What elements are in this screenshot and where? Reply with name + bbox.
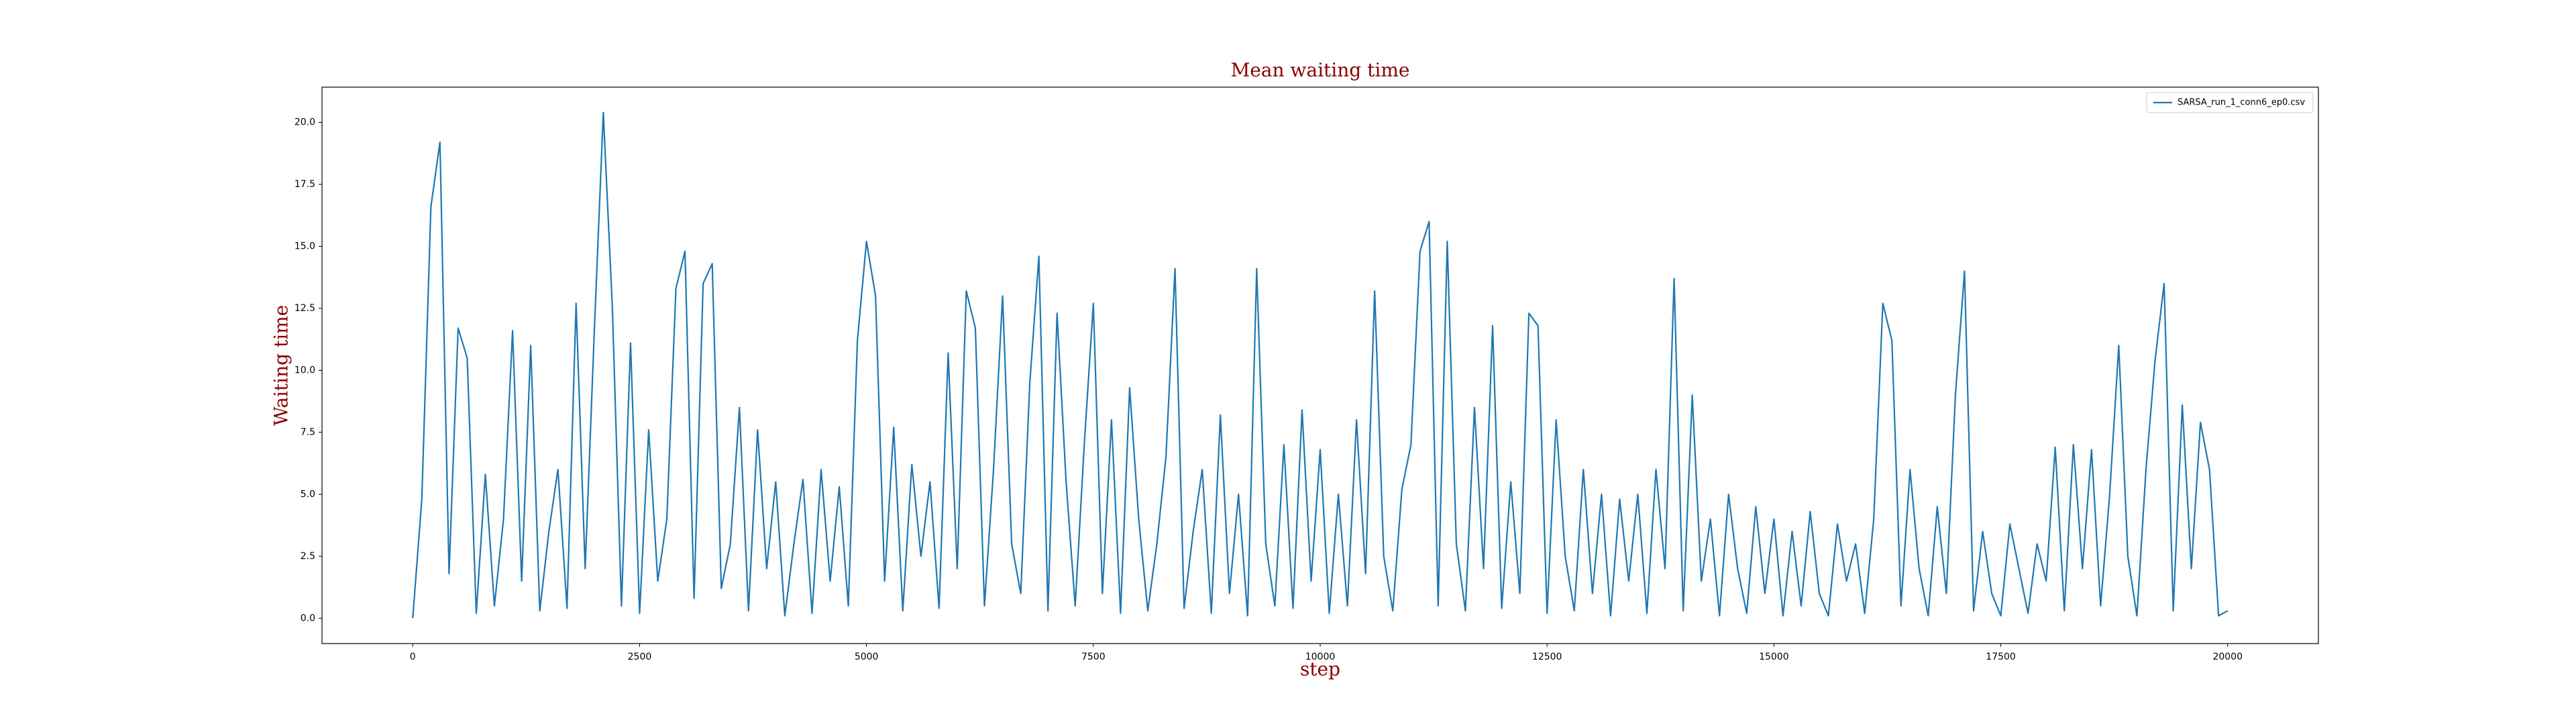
x-tick-label: 7500 xyxy=(1081,652,1106,662)
x-tick-label: 20000 xyxy=(2212,652,2243,662)
legend-box xyxy=(2146,92,2314,113)
y-tick-label: 5.0 xyxy=(301,489,315,499)
y-axis-label: Waiting time xyxy=(270,305,292,426)
x-axis-label: step xyxy=(1300,658,1340,680)
chart-title: Mean waiting time xyxy=(1231,59,1410,81)
y-tick-label: 7.5 xyxy=(301,427,315,438)
x-tick-label: 12500 xyxy=(1532,652,1562,662)
x-tick-label: 2500 xyxy=(628,652,652,662)
x-tick-label: 15000 xyxy=(1759,652,1789,662)
y-tick-label: 17.5 xyxy=(294,179,315,190)
legend-label: SARSA_run_1_conn6_ep0.csv xyxy=(2178,98,2305,108)
y-tick-label: 0.0 xyxy=(301,613,315,623)
y-tick-label: 20.0 xyxy=(294,117,315,128)
x-tick-label: 10000 xyxy=(1305,652,1336,662)
x-tick-label: 0 xyxy=(410,652,416,662)
y-tick-label: 15.0 xyxy=(294,241,315,251)
line xyxy=(412,111,2229,619)
y-tick-label: 12.5 xyxy=(294,303,315,314)
plot-frame xyxy=(321,86,2319,644)
y-tick-label: 2.5 xyxy=(301,551,315,562)
y-tick-label: 10.0 xyxy=(294,365,315,375)
x-tick-label: 17500 xyxy=(1986,652,2016,662)
x-tick-label: 5000 xyxy=(855,652,879,662)
